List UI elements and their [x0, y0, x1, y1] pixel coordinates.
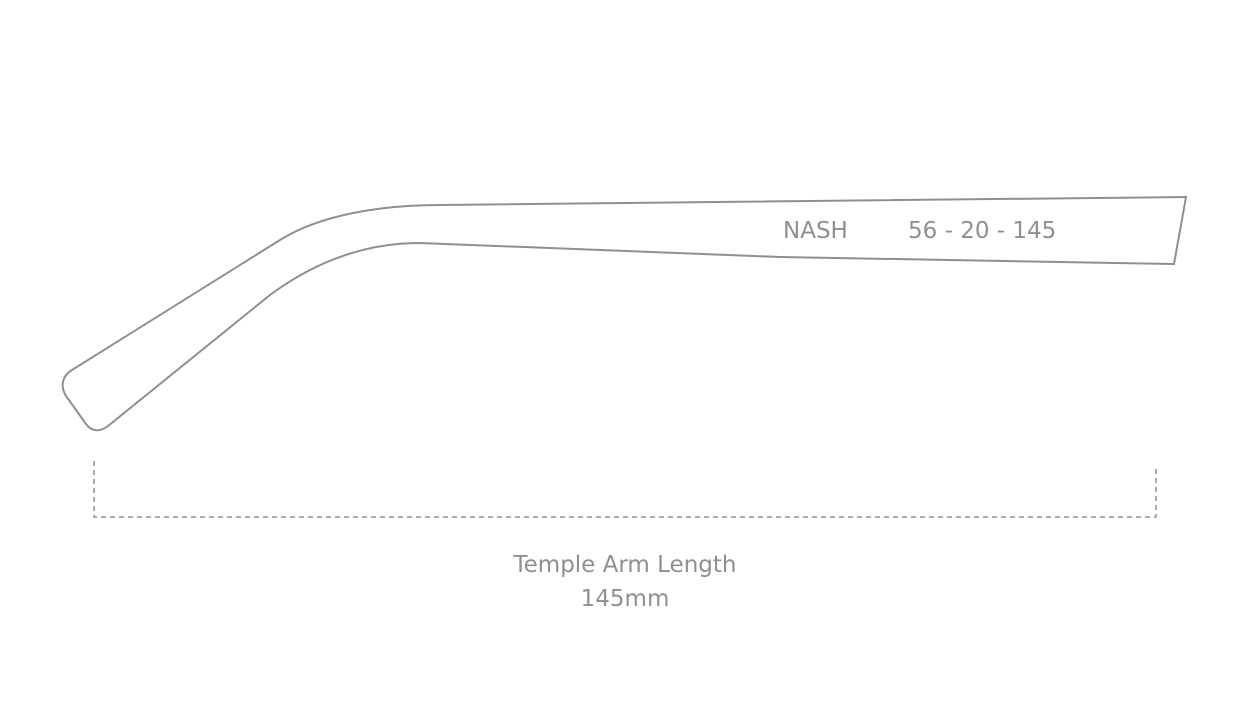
measurement-label: Temple Arm Length [513, 552, 737, 578]
measurement-value: 145mm [581, 586, 670, 612]
dimension-line [93, 461, 1157, 518]
size-spec: 56 - 20 - 145 [908, 218, 1056, 244]
temple-arm-outline [61, 195, 1188, 432]
model-name: NASH [783, 218, 848, 244]
